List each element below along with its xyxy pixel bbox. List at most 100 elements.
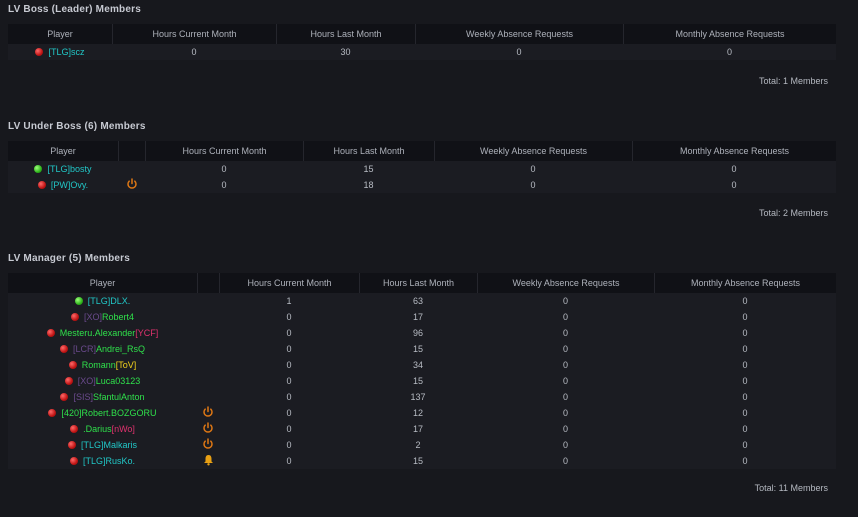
offline-status-icon	[68, 361, 77, 369]
offline-status-icon	[70, 425, 79, 433]
value-cell-hlm: 15	[412, 456, 423, 466]
player-name-part: [XO]	[77, 376, 96, 386]
column-header-player: Player	[8, 273, 197, 293]
value-cell-hcm: 0	[286, 376, 292, 386]
player-name-link[interactable]: [TLG]RusKo.	[83, 456, 135, 466]
table-row: [XO]Luca03123 0 15 0 0	[8, 373, 836, 389]
value-cell-hlm: 15	[412, 376, 423, 386]
player-cell: Romann[ToV]	[8, 357, 197, 373]
column-header: Weekly Absence Requests	[434, 141, 632, 161]
value-cell-war: 0	[562, 376, 568, 386]
column-header-icon	[197, 273, 219, 293]
player-name-part: [TLG]	[87, 296, 111, 306]
value-cell-hcm: 0	[286, 424, 292, 434]
members-total: Total: 11 Members	[754, 483, 828, 493]
player-name-part: [LCR]	[72, 344, 96, 354]
column-header: Hours Last Month	[303, 141, 434, 161]
value-cell-hcm: 0	[286, 456, 292, 466]
value-cell-hcm: 0	[286, 312, 292, 322]
player-cell: [420]Robert.BOZGORU	[8, 405, 197, 421]
value-cell-war: 0	[562, 296, 568, 306]
offline-status-icon	[48, 409, 57, 417]
value-cell-mar: 0	[742, 376, 748, 386]
column-header: Monthly Absence Requests	[654, 273, 836, 293]
player-name-part: Robert.BOZGORU	[81, 408, 157, 418]
value-cell-mar: 0	[742, 328, 748, 338]
value-cell-war: 0	[562, 392, 568, 402]
power-icon	[202, 406, 214, 420]
members-table-wrap: Player Hours Current Month Hours Last Mont…	[8, 24, 836, 60]
value-cell-hcm: 1	[286, 296, 292, 306]
player-name-part: [ToV]	[115, 360, 137, 370]
player-name-part: [420]	[61, 408, 82, 418]
column-header: Hours Last Month	[359, 273, 477, 293]
column-header: Weekly Absence Requests	[477, 273, 654, 293]
player-name-part: [YCF]	[135, 328, 159, 338]
column-header: Hours Current Month	[219, 273, 359, 293]
table-row: [SIS]SfantulAnton 0 137 0 0	[8, 389, 836, 405]
value-cell-hcm: 0	[286, 328, 292, 338]
power-icon	[126, 178, 138, 192]
offline-status-icon	[70, 313, 79, 321]
player-cell: .Darius[nWo]	[8, 421, 197, 437]
player-name-link[interactable]: [TLG]Malkaris	[81, 440, 137, 450]
section-title: LV Boss (Leader) Members	[8, 4, 141, 15]
value-cell-mar: 0	[742, 360, 748, 370]
offline-status-icon	[37, 181, 46, 189]
status-icon-cell	[197, 453, 219, 469]
value-cell-hcm: 0	[286, 344, 292, 354]
player-cell: [TLG]scz	[8, 44, 112, 60]
value-cell-hlm: 2	[415, 440, 421, 450]
bell-icon	[203, 454, 214, 468]
table-header-row: Player Hours Current Month Hours Last Mont…	[8, 141, 836, 161]
table-row: [TLG]bosty 0 15 0 0	[8, 161, 836, 177]
player-name-part: DLX.	[110, 296, 131, 306]
player-name-link[interactable]: [TLG]bosty	[47, 164, 91, 174]
player-name-link[interactable]: [PW]Ovy.	[51, 180, 88, 190]
table-header-row: Player Hours Current Month Hours Last Mont…	[8, 24, 836, 44]
value-cell-mar: 0	[742, 408, 748, 418]
player-name-part: [PW]	[50, 180, 71, 190]
column-header-icon	[118, 141, 145, 161]
value-cell-mar: 0	[742, 296, 748, 306]
table-row: Romann[ToV] 0 34 0 0	[8, 357, 836, 373]
player-name-part: Andrei_RsQ	[95, 344, 146, 354]
members-total: Total: 1 Members	[758, 76, 828, 86]
value-cell-war: 0	[562, 408, 568, 418]
player-name-link[interactable]: [LCR]Andrei_RsQ	[73, 344, 145, 354]
status-icon-cell	[197, 357, 219, 373]
table-row: Mesteru.Alexander[YCF] 0 96 0 0	[8, 325, 836, 341]
player-name-part: [SIS]	[73, 392, 93, 402]
value-cell-hcm: 0	[286, 360, 292, 370]
player-name-part: SfantulAnton	[92, 392, 145, 402]
player-name-link[interactable]: Mesteru.Alexander[YCF]	[60, 328, 159, 338]
members-total: Total: 2 Members	[758, 208, 828, 218]
player-cell: [XO]Luca03123	[8, 373, 197, 389]
value-cell-hlm: 17	[412, 424, 423, 434]
player-cell: [TLG]bosty	[8, 161, 118, 177]
value-cell-war: 0	[562, 424, 568, 434]
player-name-link[interactable]: [420]Robert.BOZGORU	[61, 408, 156, 418]
player-name-link[interactable]: [XO]Luca03123	[78, 376, 141, 386]
player-cell: [LCR]Andrei_RsQ	[8, 341, 197, 357]
player-name-link[interactable]: Romann[ToV]	[82, 360, 137, 370]
player-name-link[interactable]: [XO]Robert4	[84, 312, 134, 322]
value-cell-mar: 0	[731, 180, 737, 190]
value-cell-hlm: 17	[412, 312, 423, 322]
player-name-part: RusKo.	[105, 456, 136, 466]
value-cell-hlm: 12	[412, 408, 423, 418]
player-name-link[interactable]: [TLG]scz	[48, 47, 84, 57]
player-name-part: Romann	[81, 360, 116, 370]
value-cell-hlm: 96	[412, 328, 423, 338]
value-cell-war: 0	[516, 47, 522, 57]
column-header: Monthly Absence Requests	[632, 141, 836, 161]
player-name-link[interactable]: [TLG]DLX.	[88, 296, 131, 306]
table-row: [TLG]DLX. 1 63 0 0	[8, 293, 836, 309]
player-cell: [TLG]RusKo.	[8, 453, 197, 469]
status-icon-cell	[197, 389, 219, 405]
player-name-link[interactable]: [SIS]SfantulAnton	[73, 392, 144, 402]
value-cell-hlm: 34	[412, 360, 423, 370]
status-icon-cell	[197, 309, 219, 325]
player-name-link[interactable]: .Darius[nWo]	[83, 424, 135, 434]
online-status-icon	[34, 165, 43, 173]
